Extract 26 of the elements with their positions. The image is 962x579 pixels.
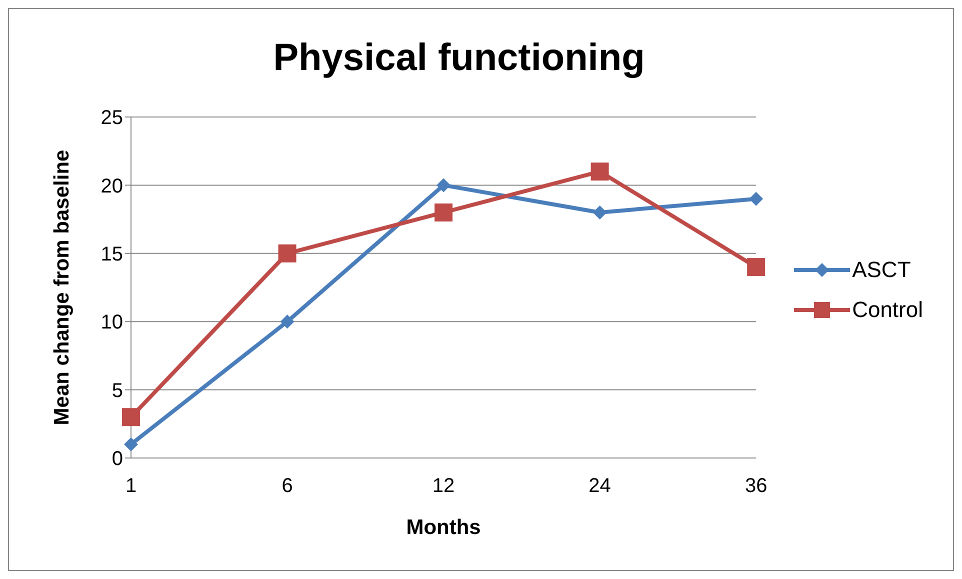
legend-label: ASCT (852, 256, 911, 282)
point (280, 314, 294, 329)
point (436, 178, 451, 192)
point (122, 408, 140, 426)
x-tick-label: 6 (282, 475, 293, 498)
point (278, 244, 296, 262)
chart-title: Physical functioning (272, 37, 646, 80)
y-tick-label: 25 (100, 107, 123, 130)
point (592, 205, 607, 220)
y-tick-label: 10 (100, 312, 123, 334)
point (434, 203, 453, 222)
x-tick-label: 24 (588, 475, 611, 498)
point (749, 192, 764, 206)
x-tick-label: 36 (744, 475, 768, 498)
point (747, 258, 766, 276)
x-axis-title: Months (406, 516, 481, 539)
y-tick-label: 15 (100, 244, 123, 266)
y-axis-title: Mean change from baseline (50, 150, 74, 426)
y-tick-label: 20 (100, 175, 123, 198)
point (124, 437, 138, 452)
legend-label: Control (852, 296, 923, 322)
point (590, 162, 609, 181)
x-tick-label: 12 (432, 475, 455, 498)
y-tick-label: 0 (112, 448, 123, 470)
x-tick-label: 1 (125, 475, 137, 498)
y-tick-label: 5 (112, 380, 123, 402)
